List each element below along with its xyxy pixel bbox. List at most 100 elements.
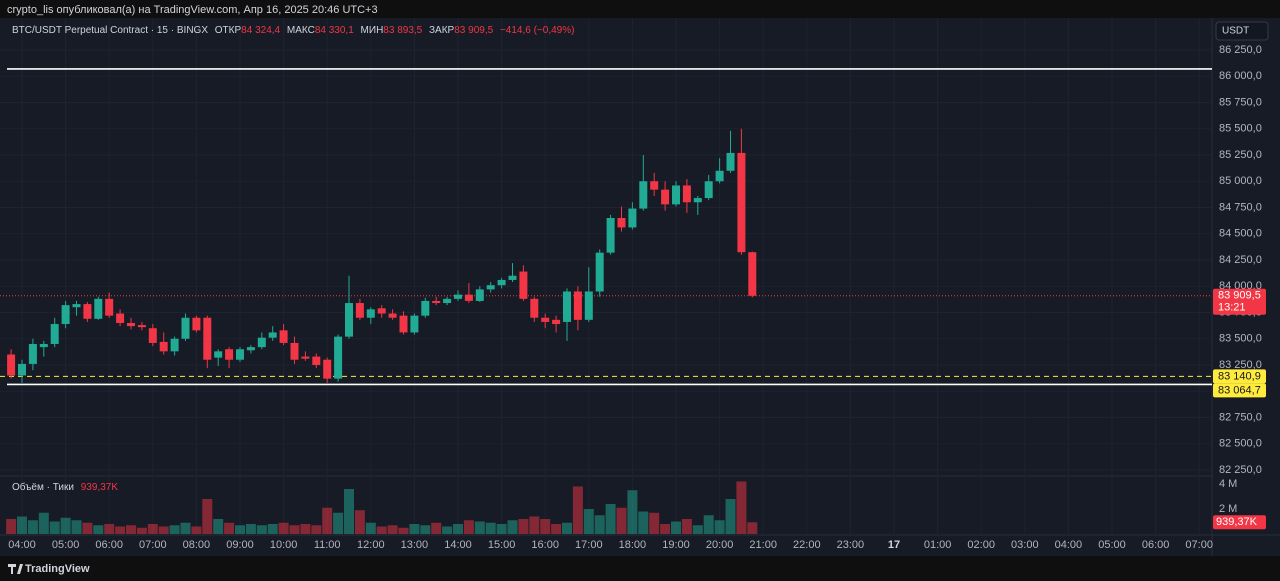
- x-tick-label: 05:00: [52, 539, 80, 551]
- volume-bar: [71, 520, 82, 534]
- header-bar: [0, 0, 1280, 18]
- candle-body: [257, 337, 266, 348]
- y-tick-label: 84 750,0: [1219, 201, 1262, 213]
- volume-bar: [158, 526, 169, 534]
- legend-value: 83 893,5: [383, 25, 422, 36]
- currency-box[interactable]: [1215, 21, 1269, 41]
- legend-label: ЗАКР: [429, 25, 455, 36]
- volume-bar: [60, 517, 71, 534]
- y-tick-label: 85 750,0: [1219, 96, 1262, 108]
- candle-body: [290, 342, 299, 360]
- x-tick-label: 06:00: [1142, 539, 1170, 551]
- y-tick-label: 85 000,0: [1219, 175, 1262, 187]
- volume-bar: [387, 525, 398, 534]
- x-tick-label: 06:00: [95, 539, 123, 551]
- volume-last: 939,37K: [81, 482, 119, 493]
- candle-body: [268, 332, 277, 338]
- candle-body: [334, 336, 343, 379]
- volume-bar: [49, 521, 60, 534]
- candle-body: [682, 185, 691, 203]
- candle-body: [279, 330, 288, 343]
- chart-bg: [0, 18, 1280, 556]
- candle-body: [323, 359, 332, 379]
- volume-bar: [431, 522, 442, 534]
- candle-body: [639, 181, 648, 209]
- volume-bar: [115, 526, 126, 534]
- volume-bar: [267, 524, 278, 534]
- candle-body: [18, 363, 26, 376]
- header-text: crypto_lis опубликовал(а) на TradingView…: [7, 4, 378, 16]
- candle-body: [628, 208, 637, 228]
- volume-bar: [703, 515, 714, 534]
- footer-logo: TradingView: [8, 563, 90, 575]
- volume-tag: [1213, 515, 1266, 530]
- candle-body: [7, 354, 16, 376]
- candle-body: [541, 317, 550, 322]
- volume-bar: [136, 527, 147, 534]
- volume-bar: [736, 481, 747, 534]
- volume-bar: [551, 524, 562, 534]
- volume-tag-label: 939,37K: [1216, 516, 1258, 528]
- x-tick-label: 19:00: [662, 539, 690, 551]
- y-tick-label: 86 000,0: [1219, 70, 1262, 82]
- candle-body: [388, 313, 397, 318]
- volume-bar: [725, 499, 736, 534]
- candle-body: [214, 351, 223, 358]
- candle-body: [192, 317, 201, 331]
- volume-legend: Объём · Тики 939,37K: [12, 481, 118, 493]
- volume-bar: [376, 526, 387, 534]
- logo-icon: [8, 564, 23, 574]
- legend-value: 84 324,4: [241, 25, 280, 36]
- candle-body: [28, 343, 37, 364]
- candle-body: [50, 324, 59, 344]
- candle-body: [661, 189, 670, 205]
- volume-bar: [398, 527, 409, 534]
- candle-body: [116, 313, 125, 323]
- legend-value: 83 909,5: [454, 25, 493, 36]
- x-tick-label: 10:00: [270, 539, 298, 551]
- volume-bar: [17, 516, 27, 534]
- candle-body: [355, 303, 364, 318]
- x-tick-label: 07:00: [139, 539, 167, 551]
- x-tick-label: 14:00: [444, 539, 472, 551]
- candle-body: [497, 279, 506, 286]
- volume-bar: [333, 512, 344, 534]
- volume-bar: [474, 521, 485, 534]
- legend-label: МАКС: [287, 25, 315, 36]
- volume-bar: [213, 519, 224, 534]
- volume-bar: [529, 516, 540, 534]
- volume-bar: [518, 519, 529, 534]
- currency[interactable]: USDT: [1222, 26, 1249, 37]
- price-tag-label: 83 140,9: [1218, 370, 1261, 382]
- price-tag: [1213, 288, 1266, 315]
- x-tick-label: 12:00: [357, 539, 385, 551]
- candle-body: [606, 217, 615, 253]
- volume-bar: [692, 525, 703, 534]
- volume-bar: [82, 522, 93, 534]
- x-tick-label: 04:00: [1055, 539, 1083, 551]
- footer-bar: [0, 556, 1280, 581]
- price-tag: [1213, 383, 1266, 398]
- candle-body: [61, 305, 70, 325]
- candle-body: [530, 298, 539, 318]
- x-tick-label: 01:00: [924, 539, 952, 551]
- candle-body: [443, 298, 452, 304]
- y-tick-label: 82 250,0: [1219, 464, 1262, 476]
- volume-bar: [605, 504, 616, 534]
- candle-body: [225, 349, 234, 360]
- volume-bar: [6, 519, 17, 534]
- candle-body: [148, 328, 157, 343]
- price-tag-label: 83 909,5: [1218, 290, 1261, 302]
- volume-tick-label: 2 M: [1219, 503, 1237, 515]
- footer-text: TradingView: [25, 563, 90, 575]
- volume-bar: [322, 507, 333, 534]
- candle-body: [236, 349, 244, 360]
- volume-bar: [354, 510, 365, 534]
- volume-bar: [104, 524, 115, 534]
- volume-bar: [496, 524, 507, 534]
- price-tag-countdown: 13:21: [1218, 302, 1246, 314]
- volume-bar: [235, 525, 245, 534]
- volume-bar: [463, 520, 474, 534]
